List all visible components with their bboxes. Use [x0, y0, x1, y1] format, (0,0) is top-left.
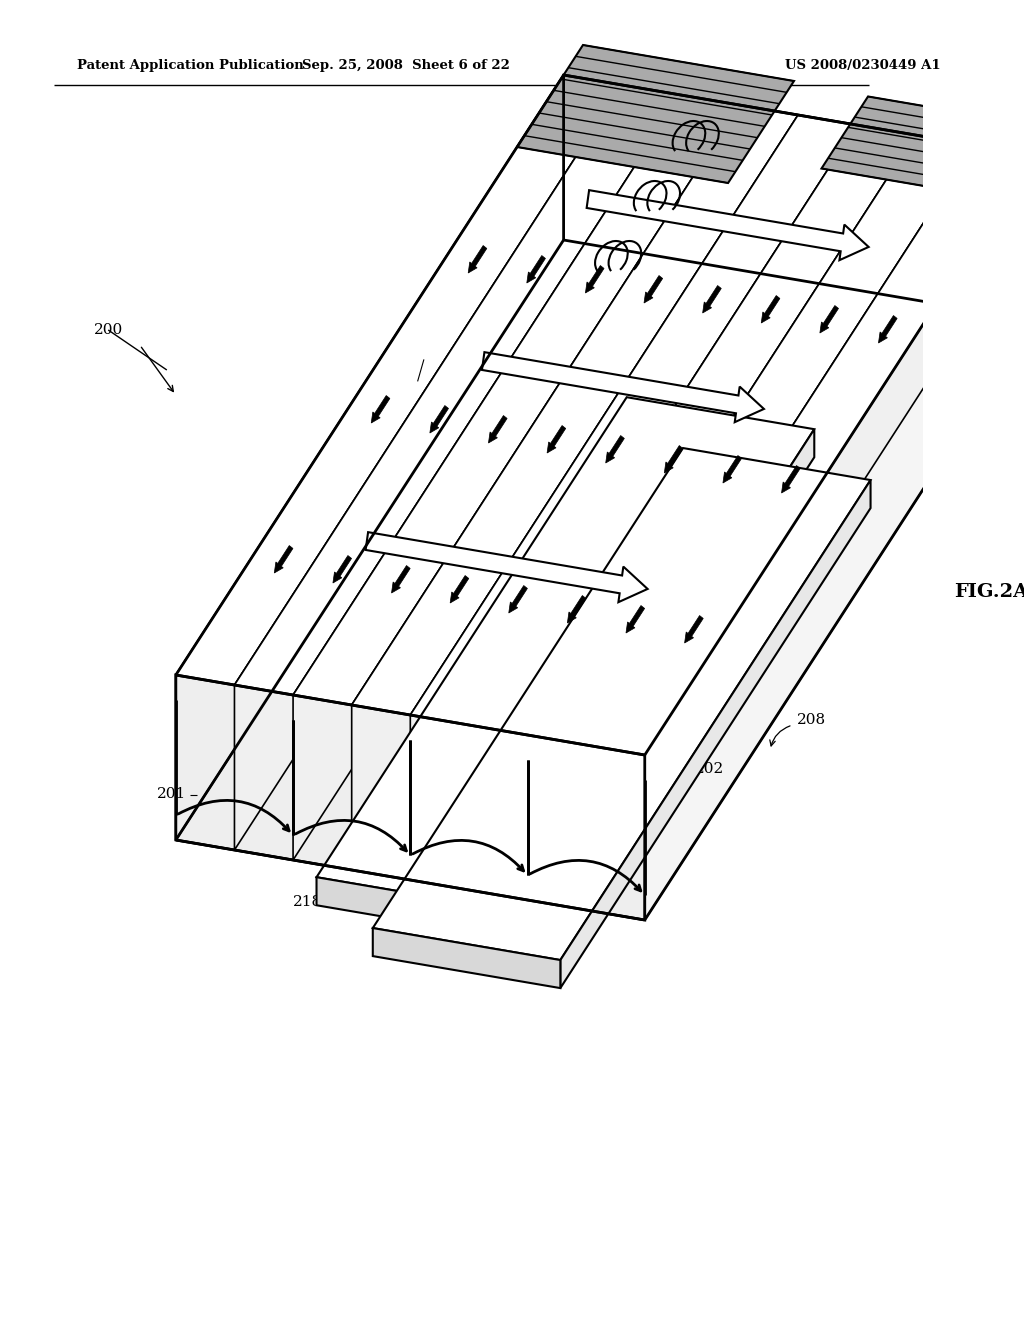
Polygon shape	[820, 305, 839, 333]
Text: 218: 218	[353, 894, 383, 907]
Polygon shape	[176, 75, 563, 840]
Polygon shape	[517, 45, 794, 183]
Polygon shape	[560, 480, 870, 989]
Polygon shape	[567, 595, 586, 623]
Polygon shape	[626, 606, 645, 634]
Polygon shape	[468, 246, 486, 273]
Polygon shape	[821, 96, 994, 190]
Polygon shape	[587, 190, 868, 260]
Polygon shape	[547, 425, 565, 453]
Text: Patent Application Publication: Patent Application Publication	[77, 58, 303, 71]
Polygon shape	[702, 285, 721, 313]
Polygon shape	[234, 84, 623, 850]
Polygon shape	[274, 545, 293, 573]
Polygon shape	[411, 115, 857, 725]
Polygon shape	[665, 446, 683, 473]
Polygon shape	[411, 115, 798, 880]
Text: FIG.2A: FIG.2A	[954, 583, 1024, 601]
Polygon shape	[586, 265, 604, 293]
Polygon shape	[504, 429, 814, 937]
Polygon shape	[176, 75, 623, 685]
Polygon shape	[488, 416, 507, 444]
Polygon shape	[482, 352, 764, 422]
Polygon shape	[366, 532, 647, 602]
Polygon shape	[316, 397, 814, 909]
Polygon shape	[685, 615, 703, 643]
Polygon shape	[781, 466, 800, 492]
Polygon shape	[391, 565, 411, 593]
Text: 226: 226	[877, 110, 906, 124]
Polygon shape	[469, 125, 857, 890]
Text: 200: 200	[93, 323, 123, 337]
Polygon shape	[645, 154, 1024, 920]
Polygon shape	[605, 436, 625, 463]
Text: 208: 208	[797, 713, 826, 727]
Text: 218: 218	[293, 895, 323, 909]
Text: 122: 122	[544, 112, 573, 127]
Text: 203: 203	[555, 676, 584, 689]
Text: Sep. 25, 2008  Sheet 6 of 22: Sep. 25, 2008 Sheet 6 of 22	[302, 58, 510, 71]
Text: 218: 218	[414, 891, 443, 906]
Polygon shape	[644, 276, 663, 304]
Text: US 2008/0230449 A1: US 2008/0230449 A1	[784, 58, 940, 71]
Text: 202: 202	[695, 762, 725, 776]
Text: 202: 202	[678, 651, 707, 665]
Polygon shape	[586, 145, 1024, 755]
Polygon shape	[351, 106, 798, 715]
Polygon shape	[373, 928, 560, 989]
Polygon shape	[333, 556, 351, 583]
Polygon shape	[879, 315, 897, 343]
Polygon shape	[723, 455, 741, 483]
Polygon shape	[373, 447, 870, 960]
Polygon shape	[451, 576, 469, 603]
Polygon shape	[469, 125, 915, 735]
Polygon shape	[586, 145, 974, 909]
Polygon shape	[372, 396, 390, 422]
Polygon shape	[563, 75, 1024, 319]
Polygon shape	[293, 95, 681, 861]
Text: 120: 120	[384, 379, 413, 393]
Polygon shape	[761, 296, 780, 323]
Polygon shape	[316, 878, 504, 937]
Polygon shape	[527, 135, 915, 900]
Text: 227: 227	[679, 181, 708, 195]
Polygon shape	[526, 256, 546, 282]
Polygon shape	[176, 675, 645, 920]
Polygon shape	[509, 586, 527, 612]
Polygon shape	[293, 95, 739, 705]
Text: 203: 203	[592, 756, 621, 770]
Polygon shape	[234, 84, 681, 696]
Polygon shape	[351, 106, 739, 870]
Polygon shape	[527, 135, 974, 744]
Polygon shape	[430, 405, 449, 433]
Text: 201: 201	[157, 788, 185, 801]
